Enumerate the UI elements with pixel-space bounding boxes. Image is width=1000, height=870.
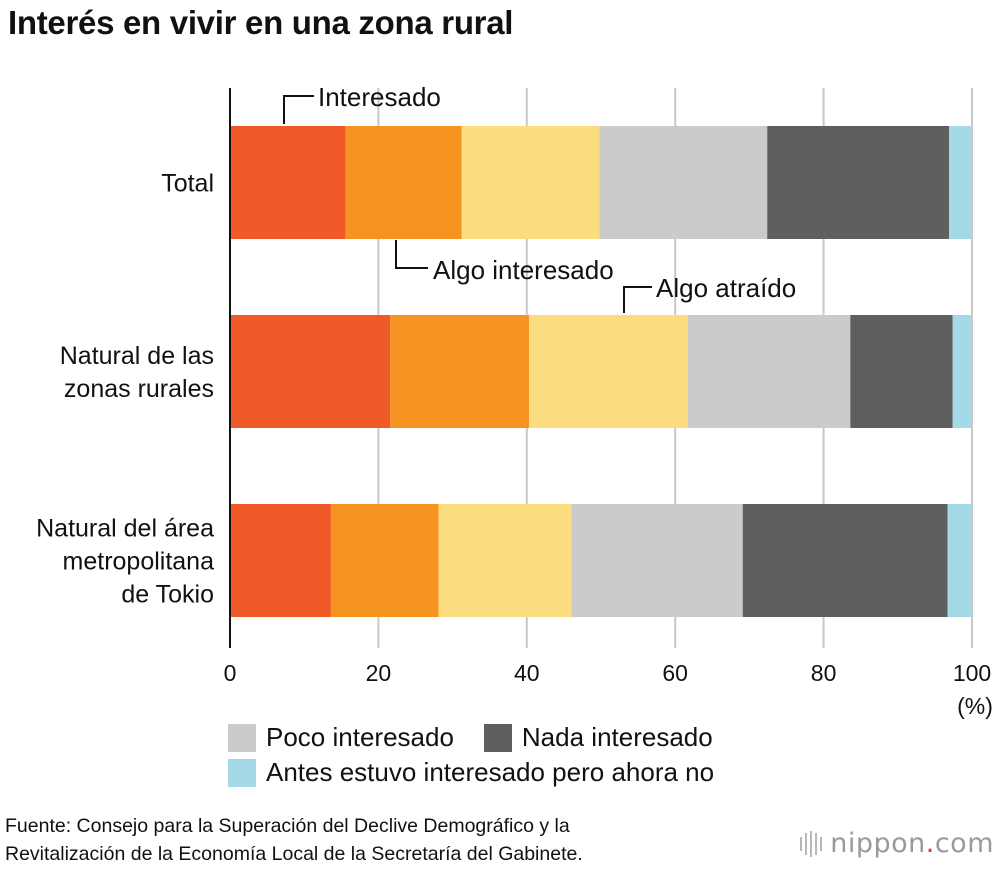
bar-1-antes-estuvo-interesado-pero-ahora-no (952, 315, 972, 428)
tick-label-80: 80 (811, 660, 837, 686)
stacked-bar-chart: Total Natural de las zonas rurales Natural … (36, 82, 993, 719)
source-line-1: Fuente: Consejo para la Superación del D… (5, 815, 570, 837)
bars (230, 126, 972, 617)
legend-swatch (483, 723, 512, 752)
legend-row-1: Poco interesado Nada interesado (228, 722, 743, 753)
legend-label: Nada interesado (521, 722, 713, 752)
category-label-1-0: Natural de las (60, 342, 214, 370)
annotation-label-1: Algo interesado (433, 255, 614, 285)
tick-label-40: 40 (514, 660, 540, 686)
legend-swatch (228, 723, 256, 752)
legend-item-poco-interesado: Poco interesado (228, 722, 454, 753)
annotation-leader-2 (623, 286, 652, 313)
category-label-2-0: Natural del área (36, 515, 214, 543)
bar-1-algo-atra-do (529, 315, 688, 428)
chart-title: Interés en vivir en una zona rural (8, 4, 514, 41)
nippon-logo: nippon.com (800, 828, 994, 859)
bar-1-algo-interesado (390, 315, 530, 428)
category-label-2-2: de Tokio (121, 581, 214, 609)
category-label-2-1: metropolitana (63, 548, 215, 576)
legend-label: Poco interesado (266, 722, 454, 752)
legend-item-antes-estuvo: Antes estuvo interesado pero ahora no (228, 757, 714, 788)
legend-swatch (228, 758, 256, 787)
bar-0-poco-interesado (599, 126, 768, 239)
category-labels: Total Natural de las zonas rurales Natural … (36, 170, 214, 609)
x-unit-label: (%) (957, 693, 993, 719)
category-label-1-1: zonas rurales (64, 375, 214, 403)
bar-2-poco-interesado (571, 504, 743, 617)
logo-mark-icon (800, 830, 823, 857)
legend-item-nada-interesado: Nada interesado (483, 722, 713, 753)
bar-2-antes-estuvo-interesado-pero-ahora-no (947, 504, 972, 617)
bar-0-algo-atra-do (461, 126, 600, 239)
tick-labels: 0 20 40 60 80 100 (%) (224, 660, 993, 719)
annotation-leader-1 (395, 240, 428, 269)
bar-0-interesado (230, 126, 346, 239)
tick-label-60: 60 (662, 660, 688, 686)
bar-1-poco-interesado (687, 315, 851, 428)
source-note: Fuente: Consejo para la Superación del D… (5, 812, 583, 868)
logo-wordmark: nippon.com (830, 828, 994, 859)
tick-label-100: 100 (953, 660, 991, 686)
legend-label: Antes estuvo interesado pero ahora no (266, 757, 715, 787)
bar-2-interesado (230, 504, 331, 617)
bar-2-algo-interesado (330, 504, 439, 617)
annotation-label-0: Interesado (318, 82, 441, 112)
bar-2-nada-interesado (742, 504, 948, 617)
bar-0-nada-interesado (767, 126, 949, 239)
annotation-label-2: Algo atraído (656, 273, 796, 303)
annotations: Interesado Algo interesado Algo atraído (283, 82, 796, 313)
bar-1-nada-interesado (850, 315, 953, 428)
legend-row-2: Antes estuvo interesado pero ahora no (228, 757, 744, 788)
tick-label-0: 0 (224, 660, 237, 686)
tick-label-20: 20 (366, 660, 392, 686)
bar-0-algo-interesado (345, 126, 462, 239)
source-line-2: Revitalización de la Economía Local de l… (5, 843, 583, 865)
bar-0-antes-estuvo-interesado-pero-ahora-no (948, 126, 972, 239)
bar-1-interesado (230, 315, 391, 428)
bar-2-algo-atra-do (438, 504, 572, 617)
annotation-leader-0 (283, 95, 314, 124)
category-label-0-0: Total (161, 170, 214, 198)
